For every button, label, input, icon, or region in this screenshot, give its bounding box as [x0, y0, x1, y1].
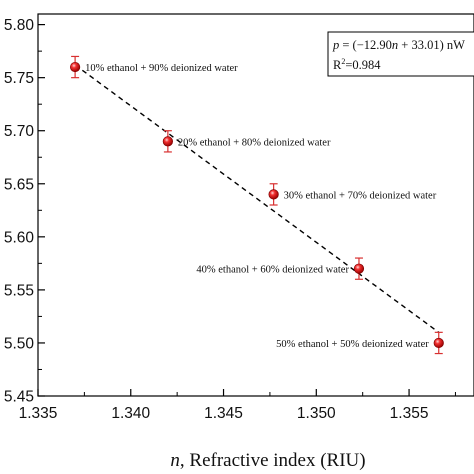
y-tick-label: 5.75 — [4, 70, 34, 87]
point-label: 10% ethanol + 90% deionized water — [85, 63, 238, 74]
x-axis-label-n: n — [170, 450, 180, 471]
equation-mid: = (−12.90 — [339, 38, 392, 52]
point-label: 50% ethanol + 50% deionized water — [276, 339, 429, 350]
equation-line: p = (−12.90n + 33.01) nW — [332, 38, 465, 52]
equation-tail: + 33.01) nW — [398, 38, 465, 52]
data-point — [353, 257, 365, 280]
point-label: 40% ethanol + 60% deionized water — [196, 265, 349, 276]
r-squared-sup: 2 — [341, 57, 345, 66]
data-points — [70, 55, 444, 355]
plot-frame — [37, 13, 474, 397]
y-tick-label: 5.50 — [4, 335, 35, 352]
data-point — [433, 331, 444, 355]
x-tick-label: 1.350 — [297, 405, 336, 422]
equation-box-frame — [327, 31, 474, 77]
point-label: 30% ethanol + 70% deionized water — [284, 190, 437, 201]
r-squared-value: =0.984 — [345, 58, 381, 72]
x-tick-label: 1.355 — [390, 405, 429, 422]
y-tick-label: 5.55 — [4, 282, 34, 299]
y-tick-label: 5.70 — [4, 123, 35, 140]
x-tick-label: 1.340 — [111, 405, 150, 422]
y-tick-label: 5.65 — [4, 176, 34, 193]
y-tick-labels: 5.45 5.50 5.55 5.60 5.65 5.70 5.75 5.80 — [4, 17, 35, 405]
y-tick-label: 5.60 — [4, 229, 35, 246]
axis-ticks — [37, 24, 456, 397]
r-squared: R2=0.984 — [333, 57, 381, 72]
data-marker — [268, 189, 279, 200]
data-point — [70, 55, 81, 79]
x-axis-label-rest: , Refractive index (RIU) — [180, 450, 366, 471]
point-annotations: 10% ethanol + 90% deionized water 20% eth… — [85, 63, 437, 350]
r-squared-prefix: R — [333, 58, 342, 72]
x-tick-label: 1.335 — [19, 405, 58, 422]
x-axis-label: n, Refractive index (RIU) — [170, 450, 365, 471]
data-point — [162, 130, 173, 153]
fit-line — [74, 64, 440, 333]
equation-box: p = (−12.90n + 33.01) nW R2=0.984 — [327, 31, 474, 77]
x-tick-label: 1.345 — [204, 405, 243, 422]
data-marker — [162, 136, 173, 147]
y-tick-label: 5.80 — [4, 17, 35, 34]
data-point — [268, 183, 279, 206]
equation-n: n — [392, 38, 398, 52]
data-marker — [353, 263, 365, 274]
equation-p: p — [332, 38, 339, 52]
x-tick-labels: 1.335 1.340 1.345 1.350 1.355 — [19, 405, 429, 422]
point-label: 20% ethanol + 80% deionized water — [178, 137, 331, 148]
data-marker — [70, 61, 81, 73]
y-tick-label: 5.45 — [4, 389, 34, 406]
data-marker — [433, 337, 444, 349]
